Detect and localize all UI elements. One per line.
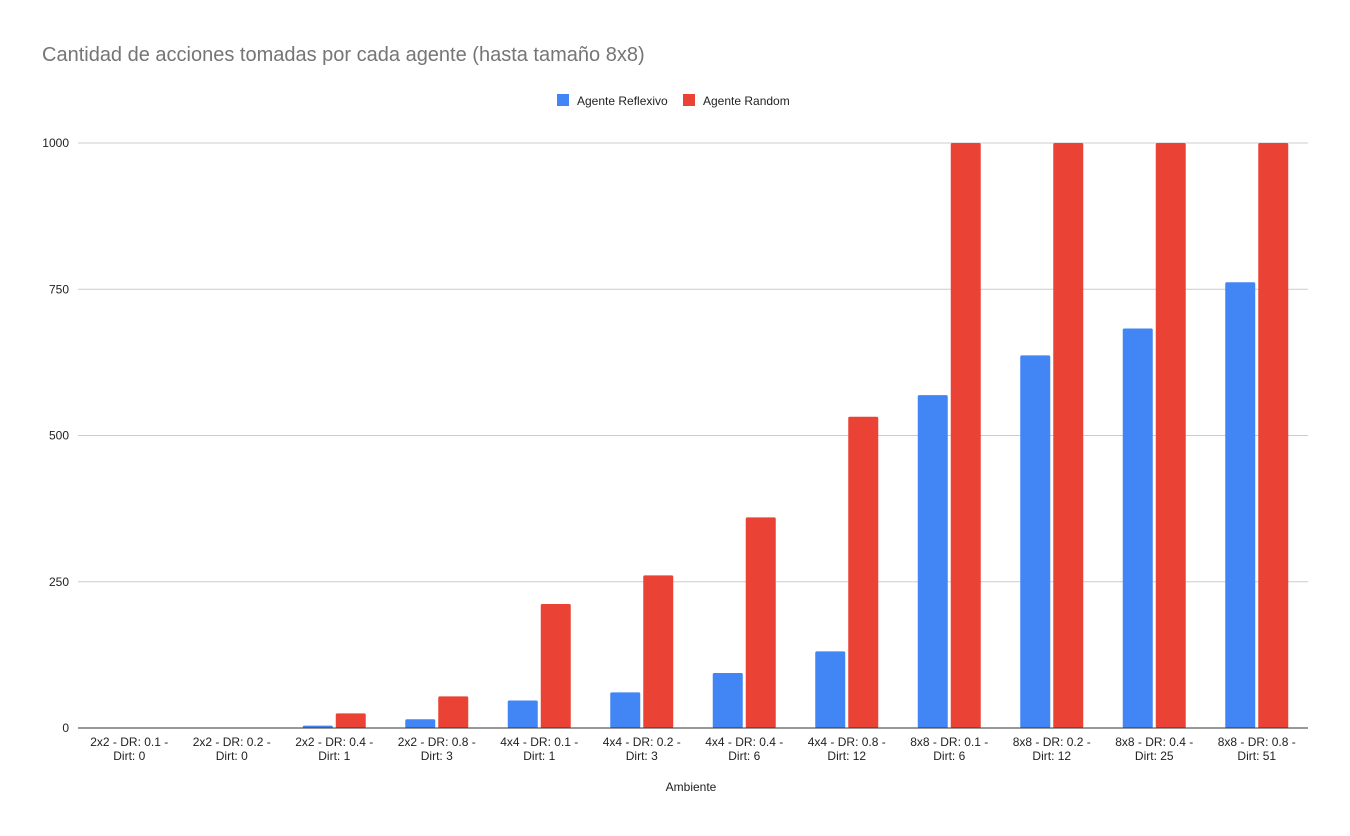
- bar-reflexivo: [302, 725, 333, 728]
- legend-swatch-reflexivo: [557, 94, 569, 106]
- bar-random: [438, 696, 469, 728]
- bar-random: [950, 143, 981, 728]
- legend: Agente Reflexivo Agente Random: [557, 94, 790, 108]
- bar-reflexivo: [1122, 328, 1153, 728]
- legend-label-random: Agente Random: [703, 94, 790, 108]
- x-tick-label: 2x2 - DR: 0.2 -Dirt: 0: [193, 735, 271, 763]
- x-tick-label: 4x4 - DR: 0.8 -Dirt: 12: [808, 735, 886, 763]
- x-tick-label: 2x2 - DR: 0.4 -Dirt: 1: [295, 735, 373, 763]
- x-tick-label: 4x4 - DR: 0.1 -Dirt: 1: [500, 735, 578, 763]
- bar-reflexivo: [507, 700, 538, 728]
- gridlines: [78, 142, 1308, 583]
- bar-reflexivo: [917, 395, 948, 728]
- bars: [302, 143, 1289, 728]
- x-tick-label: 2x2 - DR: 0.8 -Dirt: 3: [398, 735, 476, 763]
- chart-title: Cantidad de acciones tomadas por cada ag…: [42, 44, 645, 66]
- y-tick-label: 1000: [42, 136, 69, 150]
- bar-random: [848, 416, 879, 728]
- x-tick-label: 4x4 - DR: 0.2 -Dirt: 3: [603, 735, 681, 763]
- bar-random: [335, 713, 366, 728]
- y-tick-label: 500: [49, 429, 69, 443]
- legend-label-reflexivo: Agente Reflexivo: [577, 94, 668, 108]
- x-tick-label: 8x8 - DR: 0.1 -Dirt: 6: [910, 735, 988, 763]
- bar-reflexivo: [712, 673, 743, 728]
- bar-reflexivo: [1020, 355, 1051, 728]
- x-tick-label: 2x2 - DR: 0.1 -Dirt: 0: [90, 735, 168, 763]
- y-tick-label: 0: [62, 721, 69, 735]
- bar-random: [1053, 143, 1084, 728]
- bar-random: [1258, 143, 1289, 728]
- bar-random: [1155, 143, 1186, 728]
- x-tick-label: 8x8 - DR: 0.4 -Dirt: 25: [1115, 735, 1193, 763]
- y-tick-label: 250: [49, 575, 69, 589]
- y-tick-label: 750: [49, 282, 69, 296]
- bar-reflexivo: [610, 692, 641, 728]
- x-axis-ticks: 2x2 - DR: 0.1 -Dirt: 0 2x2 - DR: 0.2 -Dir…: [90, 735, 1296, 763]
- bar-random: [745, 517, 776, 728]
- x-axis-title: Ambiente: [666, 780, 717, 794]
- bar-random: [643, 575, 674, 728]
- x-tick-label: 8x8 - DR: 0.2 -Dirt: 12: [1013, 735, 1091, 763]
- y-axis-ticks: 0 250 500 750 1000: [42, 136, 69, 735]
- x-tick-label: 4x4 - DR: 0.4 -Dirt: 6: [705, 735, 783, 763]
- bar-random: [540, 603, 571, 728]
- bar-reflexivo: [405, 719, 436, 728]
- x-tick-label: 8x8 - DR: 0.8 -Dirt: 51: [1218, 735, 1296, 763]
- legend-swatch-random: [683, 94, 695, 106]
- bar-reflexivo: [1225, 282, 1256, 728]
- bar-reflexivo: [815, 651, 846, 728]
